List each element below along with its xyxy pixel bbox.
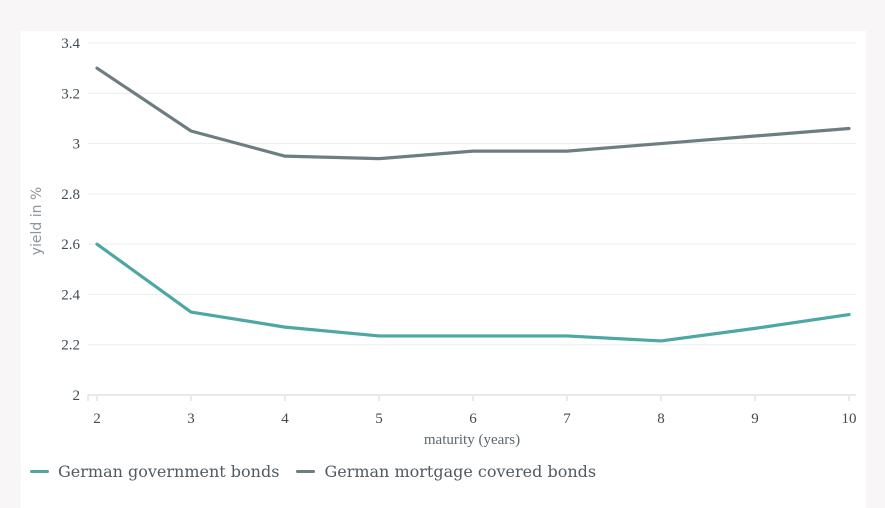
x-tick-label: 9: [751, 411, 759, 427]
x-tick-label: 10: [842, 411, 857, 427]
legend-label: German mortgage covered bonds: [324, 462, 597, 481]
x-tick-label: 8: [657, 411, 665, 427]
y-tick-label: 3.2: [61, 86, 80, 102]
x-tick-label: 3: [187, 411, 195, 427]
y-tick-label: 2: [73, 388, 81, 404]
y-tick-label: 2.4: [61, 287, 80, 303]
line-chart: 2 2.2 2.4 2.6 2.8 3 3.2 3.4 2 3 4 5 6 7 8 9 10: [61, 36, 857, 427]
legend-line-marker-icon: [296, 470, 316, 473]
legend-label: German government bonds: [58, 462, 280, 481]
legend-item-german-government-bonds[interactable]: German government bonds: [30, 462, 279, 481]
x-tick-label: 7: [563, 411, 571, 427]
y-tick-label: 2.8: [61, 187, 80, 203]
legend-line-marker-icon: [30, 470, 49, 473]
x-axis-title: maturity (years): [423, 432, 521, 448]
x-tick-label: 4: [281, 411, 289, 427]
chart-card: 2 2.2 2.4 2.6 2.8 3 3.2 3.4 2 3 4 5 6 7 8 9 10 yield in …: [21, 31, 866, 508]
series-line-german-mortgage-covered-bonds: [95, 66, 851, 161]
y-tick-label: 3.4: [61, 36, 80, 52]
y-tick-label: 2.2: [61, 338, 80, 354]
legend-item-german-mortgage-covered-bonds[interactable]: German mortgage covered bonds: [296, 462, 596, 481]
x-tick-label: 2: [93, 411, 101, 427]
x-tick-label: 6: [469, 411, 477, 427]
y-tick-label: 2.6: [61, 237, 80, 253]
chart-legend: German government bonds German mortgage …: [30, 462, 596, 481]
y-tick-label: 3: [73, 137, 81, 153]
x-tick-label: 5: [375, 411, 383, 427]
series-line-german-government-bonds: [95, 242, 851, 343]
y-axis-title: yield in %: [29, 186, 45, 256]
